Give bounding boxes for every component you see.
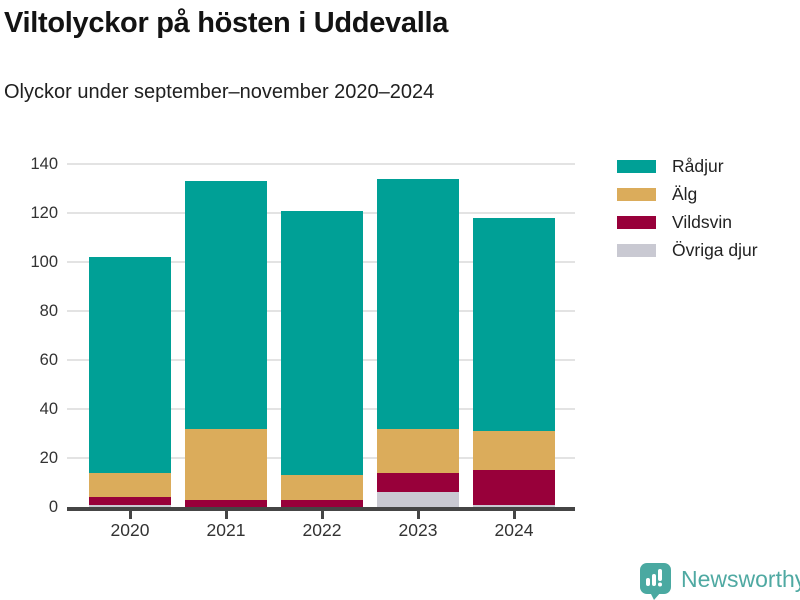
brand-name: Newsworthy [681, 566, 800, 592]
legend-label: Övriga djur [672, 239, 758, 260]
chart-subtitle: Olyckor under september–november 2020–20… [4, 81, 435, 103]
y-tick-label: 80 [39, 302, 58, 320]
bar-segment [473, 217, 555, 432]
legend-label: Älg [672, 183, 698, 204]
y-tick-label: 40 [39, 400, 58, 418]
legend-item: Rådjur [617, 152, 758, 180]
bar-segment [89, 472, 171, 498]
legend-swatch [617, 159, 656, 173]
legend-swatch [617, 187, 656, 201]
x-axis-line [67, 507, 575, 511]
bar-segment [473, 431, 555, 471]
bar-segment [89, 497, 171, 505]
x-tick-label: 2023 [398, 520, 438, 540]
y-tick-label: 60 [39, 351, 58, 369]
legend-label: Vildsvin [672, 211, 732, 232]
legend-swatch [617, 215, 656, 229]
x-tick-label: 2021 [206, 520, 246, 540]
legend-item: Älg [617, 180, 758, 208]
bar-segment [89, 504, 171, 507]
legend-item: Vildsvin [617, 208, 758, 236]
bar-segment [281, 499, 363, 507]
bar-segment [473, 504, 555, 507]
bar-segment [185, 181, 267, 429]
legend: Rådjur Älg Vildsvin Övriga djur [617, 152, 758, 264]
bar-segment [185, 499, 267, 507]
y-tick-label: 0 [48, 498, 58, 516]
legend-label: Rådjur [672, 155, 724, 176]
legend-item: Övriga djur [617, 236, 758, 264]
chart-title: Viltolyckor på hösten i Uddevalla [4, 7, 449, 39]
bar-segment [377, 472, 459, 493]
bar-segment [89, 257, 171, 473]
x-tick-mark [320, 511, 324, 519]
x-tick-mark [128, 511, 132, 519]
x-tick-mark [224, 511, 228, 519]
bar-segment [377, 492, 459, 507]
x-tick-label: 2022 [302, 520, 342, 540]
x-tick-mark [512, 511, 516, 519]
y-tick-label: 140 [30, 155, 58, 173]
gridline [67, 163, 575, 165]
legend-swatch [617, 243, 656, 257]
y-tick-label: 120 [30, 204, 58, 222]
y-tick-label: 20 [39, 449, 58, 467]
bar-segment [281, 475, 363, 500]
brand-footer: Newsworthy [639, 562, 800, 600]
y-tick-label: 100 [30, 253, 58, 271]
bar-segment [185, 428, 267, 500]
newsworthy-logo-icon [640, 563, 671, 600]
bar-segment [281, 210, 363, 476]
bar-segment [377, 428, 459, 473]
x-tick-label: 2024 [494, 520, 534, 540]
bar-segment [473, 470, 555, 505]
bar-segment [377, 178, 459, 429]
x-tick-mark [416, 511, 420, 519]
x-tick-label: 2020 [110, 520, 150, 540]
